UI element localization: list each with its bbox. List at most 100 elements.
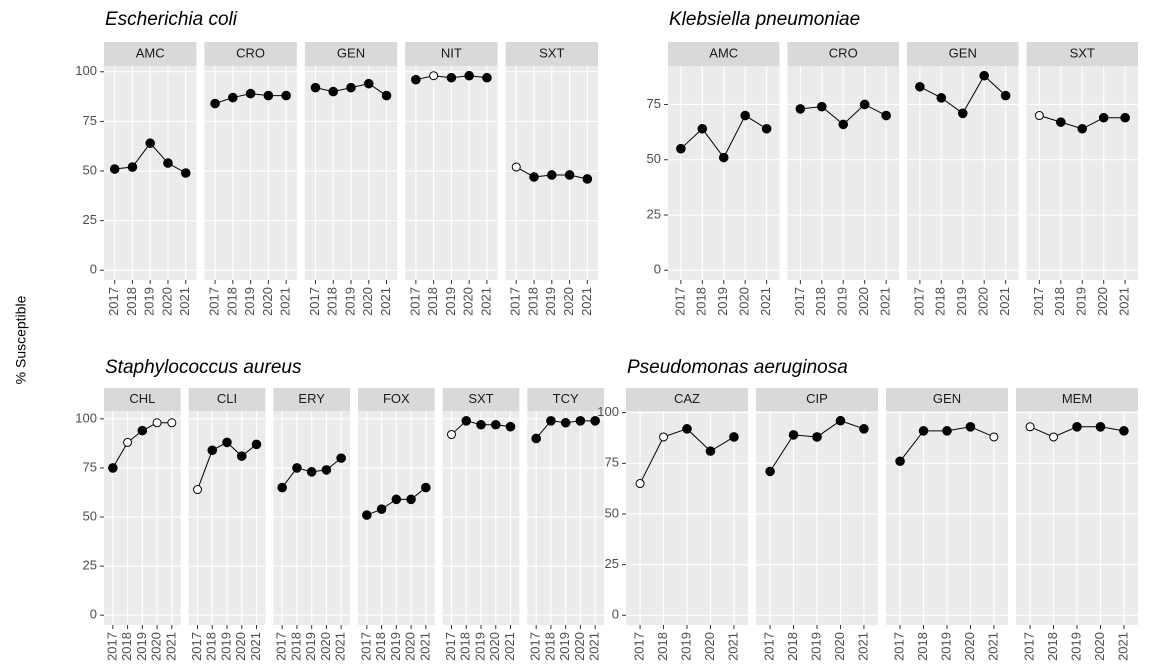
point xyxy=(137,425,148,436)
point xyxy=(788,430,799,440)
x-tick-label: 2019 xyxy=(218,632,233,661)
point xyxy=(1072,422,1082,432)
y-tick-label: 75 xyxy=(83,459,97,474)
x-tick-label: 2019 xyxy=(1074,287,1089,316)
point xyxy=(817,101,827,112)
point xyxy=(210,98,220,109)
point xyxy=(1098,112,1109,123)
point xyxy=(582,174,593,184)
facet-strip xyxy=(188,388,266,411)
point xyxy=(228,92,238,103)
y-tick-label: 0 xyxy=(90,262,97,277)
x-tick-label: 2021 xyxy=(725,632,740,661)
x-tick-label: 2021 xyxy=(878,287,893,316)
x-tick-label: 2020 xyxy=(856,287,871,316)
point xyxy=(659,432,669,442)
x-tick-label: 2017 xyxy=(189,632,204,661)
point xyxy=(281,90,291,101)
x-tick-label: 2021 xyxy=(1115,632,1130,661)
x-tick-label: 2019 xyxy=(557,632,572,661)
x-tick-label: 2017 xyxy=(1022,632,1037,661)
x-tick-label: 2017 xyxy=(358,632,373,661)
x-tick-label: 2020 xyxy=(403,632,418,661)
point xyxy=(336,453,346,463)
point xyxy=(108,463,118,473)
y-tick-label: 25 xyxy=(83,212,97,227)
x-tick-label: 2018 xyxy=(124,287,139,316)
facet-label: MEM xyxy=(1062,391,1092,406)
point xyxy=(109,164,120,174)
x-tick-label: 2018 xyxy=(288,632,303,661)
facet-strip xyxy=(756,388,878,411)
x-tick-label: 2019 xyxy=(472,632,487,661)
x-tick-label: 2018 xyxy=(813,287,828,316)
x-tick-label: 2018 xyxy=(542,632,557,661)
facet-label: GEN xyxy=(933,391,961,406)
x-tick-label: 2018 xyxy=(325,287,340,316)
y-tick-label: 75 xyxy=(83,113,97,128)
point xyxy=(859,99,870,110)
facet-strip xyxy=(358,388,435,411)
x-tick-label: 2019 xyxy=(142,287,157,316)
x-tick-label: 2019 xyxy=(954,287,969,316)
x-tick-label: 2018 xyxy=(458,632,473,661)
point xyxy=(697,123,708,134)
x-tick-label: 2021 xyxy=(997,287,1012,316)
facet-strip xyxy=(405,42,498,66)
facet-label: CRO xyxy=(829,45,858,60)
facet-label: TCY xyxy=(553,391,579,406)
x-tick-label: 2020 xyxy=(832,632,847,661)
point xyxy=(163,158,173,168)
point xyxy=(1000,90,1011,101)
x-tick-label: 2020 xyxy=(461,287,476,316)
x-tick-label: 2017 xyxy=(792,287,807,316)
point xyxy=(490,419,501,430)
x-tick-label: 2020 xyxy=(561,287,576,316)
point xyxy=(795,104,806,114)
x-tick-label: 2021 xyxy=(758,287,773,316)
point xyxy=(989,432,999,442)
point xyxy=(511,162,521,172)
point xyxy=(979,70,989,81)
x-tick-label: 2019 xyxy=(543,287,558,316)
chart-title: Staphylococcus aureus xyxy=(105,357,302,378)
point xyxy=(835,415,846,426)
x-tick-label: 2020 xyxy=(1092,632,1107,661)
x-tick-label: 2019 xyxy=(388,632,403,661)
y-tick-label: 0 xyxy=(90,607,97,622)
x-tick-label: 2020 xyxy=(572,632,587,661)
facet-strip xyxy=(273,388,350,411)
facet-label: SXT xyxy=(468,391,493,406)
point xyxy=(145,138,155,149)
facet-strip xyxy=(505,42,598,66)
x-tick-label: 2020 xyxy=(318,632,333,661)
y-tick-label: 100 xyxy=(75,410,97,425)
x-tick-label: 2021 xyxy=(278,287,293,316)
x-tick-label: 2017 xyxy=(762,632,777,661)
point xyxy=(1119,426,1129,436)
facet-strip xyxy=(668,42,780,66)
y-tick-label: 25 xyxy=(83,558,97,573)
x-tick-label: 2018 xyxy=(119,632,134,661)
x-tick-label: 2021 xyxy=(579,287,594,316)
point xyxy=(957,108,968,119)
point xyxy=(207,445,218,456)
point xyxy=(918,426,929,436)
point xyxy=(575,416,586,426)
x-tick-label: 2021 xyxy=(855,632,870,661)
x-tick-label: 2020 xyxy=(702,632,717,661)
point xyxy=(1034,111,1044,121)
y-tick-label: 0 xyxy=(654,262,661,277)
facet-label: SXT xyxy=(539,45,564,60)
x-tick-label: 2017 xyxy=(443,632,458,661)
x-tick-label: 2018 xyxy=(525,287,540,316)
x-tick-label: 2019 xyxy=(134,632,149,661)
point xyxy=(127,162,138,172)
y-tick-label: 0 xyxy=(612,607,619,622)
facet-label: ERY xyxy=(298,391,325,406)
point xyxy=(310,82,321,93)
facet-strip xyxy=(527,388,604,411)
point xyxy=(531,433,541,444)
x-tick-label: 2021 xyxy=(333,632,348,661)
x-tick-label: 2019 xyxy=(443,287,458,316)
